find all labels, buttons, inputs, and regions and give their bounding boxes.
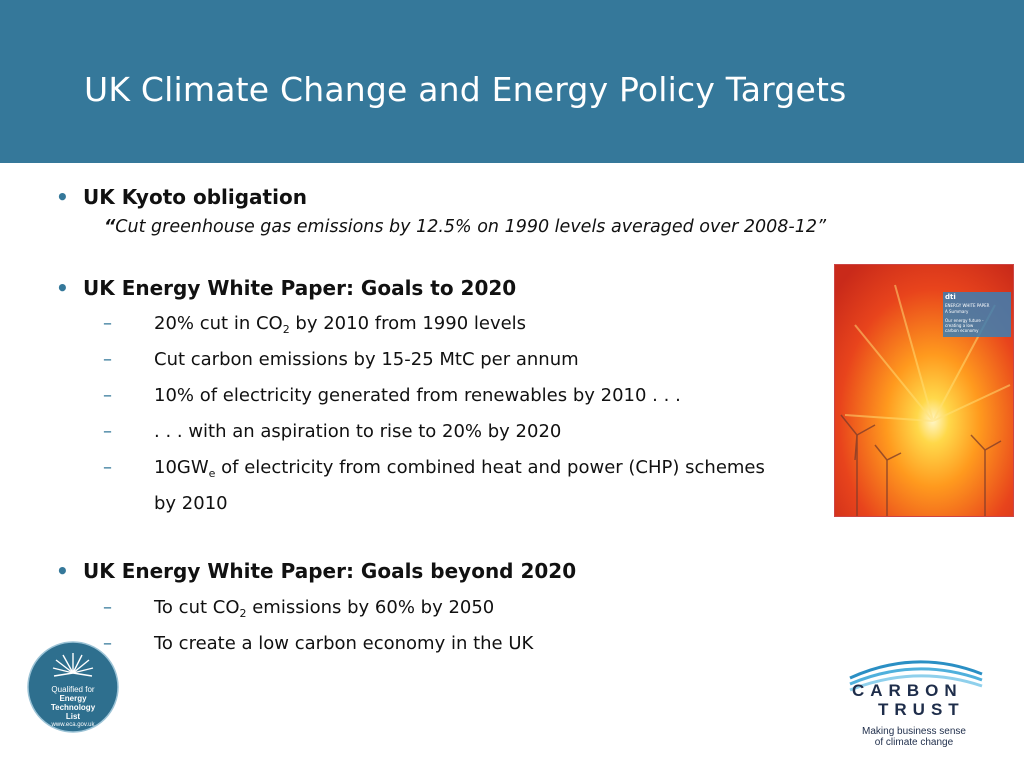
- dash: –: [103, 633, 112, 654]
- cover-text-line: ENERGY WHITE PAPER: [945, 303, 990, 308]
- slide-title: UK Climate Change and Energy Policy Targ…: [84, 70, 847, 109]
- carbon-trust-tagline-line2: of climate change: [874, 737, 954, 748]
- carbon-trust-logo-swoosh: [849, 660, 983, 692]
- goal-2020-item-3: – 10% of electricity generated from renew…: [103, 385, 681, 406]
- dash: –: [103, 313, 112, 334]
- item-text: 10GW: [154, 457, 209, 478]
- bullet-dot: •: [56, 276, 69, 300]
- bullet-dot: •: [56, 185, 69, 209]
- item-text: 20% cut in CO: [154, 313, 283, 334]
- kyoto-heading: UK Kyoto obligation: [83, 185, 307, 209]
- carbon-trust-tagline-line1: Making business sense: [862, 726, 966, 737]
- badge-url: www.eca.gov.uk: [51, 722, 95, 728]
- kyoto-quote-text: Cut greenhouse gas emissions by 12.5% on…: [115, 217, 827, 237]
- subscript: 2: [239, 607, 247, 620]
- bullet-dot: •: [56, 559, 69, 583]
- dash: –: [103, 597, 112, 618]
- bullet-goals-2020: • UK Energy White Paper: Goals to 2020: [56, 276, 516, 300]
- cover-text-line: creating a low: [945, 323, 974, 328]
- dash: –: [103, 349, 112, 370]
- carbon-trust-name-line1: CARBON: [852, 681, 963, 700]
- cover-text-line: carbon economy: [945, 328, 979, 333]
- item-text-cont: of electricity from combined heat and po…: [215, 457, 765, 478]
- kyoto-quote: “Cut greenhouse gas emissions by 12.5% o…: [104, 217, 826, 237]
- goal-beyond-item-1: – To cut CO2 emissions by 60% by 2050: [103, 597, 495, 620]
- cover-dti-logo: dti: [945, 293, 956, 301]
- badge-text: Energy: [59, 694, 87, 703]
- dash: –: [103, 457, 112, 478]
- item-text: . . . with an aspiration to rise to 20% …: [154, 421, 562, 442]
- energy-technology-list-badge: [27, 641, 119, 733]
- carbon-trust-name-line2: TRUST: [878, 700, 965, 719]
- goals-beyond-heading: UK Energy White Paper: Goals beyond 2020: [83, 559, 577, 583]
- bullet-goals-beyond: • UK Energy White Paper: Goals beyond 202…: [56, 559, 576, 583]
- badge-text: List: [65, 712, 81, 721]
- quote-open-mark: “: [104, 217, 116, 237]
- goal-2020-item-2: – Cut carbon emissions by 15-25 MtC per a…: [103, 349, 579, 370]
- subscript: e: [208, 467, 216, 480]
- cover-text-line: A Summary: [945, 309, 969, 314]
- dash: –: [103, 385, 112, 406]
- goal-2020-item-4: – . . . with an aspiration to rise to 20%…: [103, 421, 561, 442]
- item-text-cont: emissions by 60% by 2050: [246, 597, 495, 618]
- badge-text: Qualified for: [51, 685, 95, 694]
- item-text: Cut carbon emissions by 15-25 MtC per an…: [154, 349, 579, 370]
- white-paper-cover-image: dti ENERGY WHITE PAPER A Summary Our ene…: [834, 264, 1014, 517]
- badge-text: Technology: [50, 703, 96, 712]
- goal-2020-item-1: – 20% cut in CO2 by 2010 from 1990 levels: [103, 313, 527, 336]
- subscript: 2: [282, 323, 290, 336]
- dash: –: [103, 421, 112, 442]
- item-text: To create a low carbon economy in the UK: [154, 633, 534, 654]
- goals-2020-heading: UK Energy White Paper: Goals to 2020: [83, 276, 517, 300]
- item-text: 10% of electricity generated from renewa…: [154, 385, 681, 406]
- item-text: To cut CO: [154, 597, 240, 618]
- bullet-kyoto: • UK Kyoto obligation: [56, 185, 307, 209]
- item-text-cont: by 2010 from 1990 levels: [289, 313, 527, 334]
- goal-2020-item-5: – 10GWe of electricity from combined heat…: [103, 457, 765, 480]
- goal-2020-item-5-continuation: by 2010: [154, 493, 228, 514]
- title-bar: [0, 0, 1024, 163]
- cover-artwork: [835, 265, 1013, 516]
- cover-text-line: Our energy future -: [945, 318, 984, 323]
- goal-beyond-item-2: – To create a low carbon economy in the U…: [103, 633, 533, 654]
